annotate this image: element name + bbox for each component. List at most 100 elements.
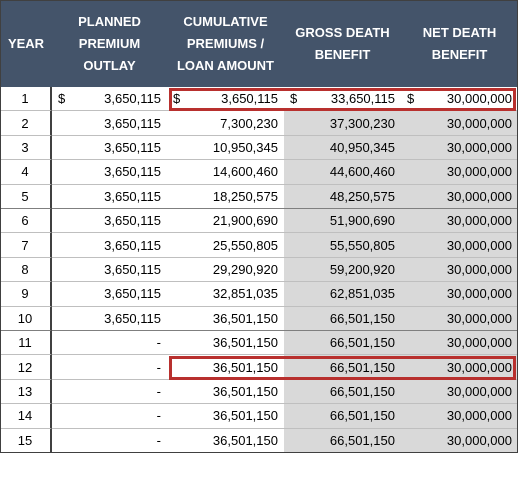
amount: 30,000,000: [446, 286, 512, 302]
table-cell: 36,501,150: [167, 404, 284, 429]
amount: 30,000,000: [446, 383, 512, 399]
amount: 3,650,115: [104, 310, 161, 326]
table-cell: 66,501,150: [284, 331, 401, 356]
table-cell: 55,550,805: [284, 233, 401, 258]
amount: 21,900,690: [212, 213, 278, 229]
table-cell: 11: [0, 331, 52, 356]
amount: 3,650,115: [104, 164, 161, 180]
table-cell: 9: [0, 282, 52, 307]
table-cell: 36,501,150: [167, 331, 284, 356]
table-cell: 3,650,115: [52, 257, 167, 283]
table-cell: 25,550,805: [167, 233, 284, 258]
amount: 30,000,000: [446, 164, 512, 180]
table-cell: 66,501,150: [284, 404, 401, 429]
amount: 29,290,920: [212, 261, 278, 277]
amount: 7,300,230: [220, 115, 278, 131]
amount: 3,650,115: [104, 188, 161, 204]
amount: 66,501,150: [329, 335, 395, 351]
table-cell: 40,950,345: [284, 135, 401, 161]
table-cell: 18,250,575: [167, 184, 284, 209]
amount: -: [156, 359, 161, 375]
amount: -: [156, 408, 161, 424]
table-cell: 3,650,115: [52, 111, 167, 136]
amount: 66,501,150: [329, 310, 395, 326]
amount: 62,851,035: [329, 286, 395, 302]
currency-symbol: $: [173, 91, 181, 107]
table-cell: 36,501,150: [167, 379, 284, 405]
table-cell: $3,650,115: [52, 87, 167, 112]
amount: 66,501,150: [329, 383, 395, 399]
table-cell: 3: [0, 135, 52, 161]
amount: 3,650,115: [221, 91, 278, 107]
table-cell: 66,501,150: [284, 306, 401, 331]
amount: 30,000,000: [446, 261, 512, 277]
table-cell: 15: [0, 428, 52, 453]
table-cell: 30,000,000: [401, 306, 518, 331]
amount: 66,501,150: [329, 359, 395, 375]
amount: 30,000,000: [446, 335, 512, 351]
amount: 37,300,230: [329, 115, 395, 131]
amount: 14,600,460: [212, 164, 278, 180]
table-cell: 3,650,115: [52, 282, 167, 307]
table-cell: 1: [0, 87, 52, 112]
table-cell: 3,650,115: [52, 233, 167, 258]
table-cell: 37,300,230: [284, 111, 401, 136]
table-cell: 30,000,000: [401, 209, 518, 234]
amount: 3,650,115: [104, 237, 161, 253]
table-cell: 5: [0, 184, 52, 209]
amount: 36,501,150: [212, 335, 278, 351]
table-cell: 30,000,000: [401, 282, 518, 307]
amount: 30,000,000: [446, 432, 512, 448]
amount: 48,250,575: [329, 188, 395, 204]
table-cell: 29,290,920: [167, 257, 284, 283]
amount: 18,250,575: [212, 188, 278, 204]
amount: 3,650,115: [104, 91, 161, 107]
table-cell: 3,650,115: [52, 184, 167, 209]
amount: 30,000,000: [446, 91, 512, 107]
amount: 55,550,805: [329, 237, 395, 253]
table-cell: 6: [0, 209, 52, 234]
currency-symbol: $: [290, 91, 298, 107]
amount: 66,501,150: [329, 408, 395, 424]
amount: 30,000,000: [446, 408, 512, 424]
table-cell: $30,000,000: [401, 87, 518, 112]
table-cell: 30,000,000: [401, 111, 518, 136]
currency-symbol: $: [407, 91, 415, 107]
table-cell: 4: [0, 160, 52, 185]
amount: 36,501,150: [212, 383, 278, 399]
table-cell: 32,851,035: [167, 282, 284, 307]
amount: 33,650,115: [330, 91, 395, 107]
table-cell: 30,000,000: [401, 331, 518, 356]
currency-symbol: $: [58, 91, 66, 107]
table-cell: 30,000,000: [401, 428, 518, 453]
amount: 59,200,920: [329, 261, 395, 277]
table-cell: 3,650,115: [52, 306, 167, 331]
table-cell: 7: [0, 233, 52, 258]
amount: 30,000,000: [446, 188, 512, 204]
amount: 3,650,115: [104, 286, 161, 302]
amount: 36,501,150: [212, 359, 278, 375]
table-cell: 30,000,000: [401, 257, 518, 283]
amount: 30,000,000: [446, 139, 512, 155]
header-cell: CUMULATIVE PREMIUMS / LOAN AMOUNT: [167, 0, 284, 87]
amount: 32,851,035: [212, 286, 278, 302]
amount: 44,600,460: [329, 164, 395, 180]
header-cell: NET DEATH BENEFIT: [401, 0, 518, 87]
table-cell: 30,000,000: [401, 233, 518, 258]
table-border: [0, 0, 518, 453]
table-cell: 66,501,150: [284, 379, 401, 405]
amount: 3,650,115: [104, 213, 161, 229]
table-cell: 44,600,460: [284, 160, 401, 185]
table-cell: 21,900,690: [167, 209, 284, 234]
amount: 30,000,000: [446, 115, 512, 131]
amount: 3,650,115: [104, 115, 161, 131]
amount: 30,000,000: [446, 359, 512, 375]
amount: 3,650,115: [104, 261, 161, 277]
amount: 36,501,150: [212, 310, 278, 326]
amount: -: [156, 383, 161, 399]
table-cell: 36,501,150: [167, 306, 284, 331]
amount: 36,501,150: [212, 408, 278, 424]
amount: 66,501,150: [329, 432, 395, 448]
table-cell: 12: [0, 355, 52, 380]
